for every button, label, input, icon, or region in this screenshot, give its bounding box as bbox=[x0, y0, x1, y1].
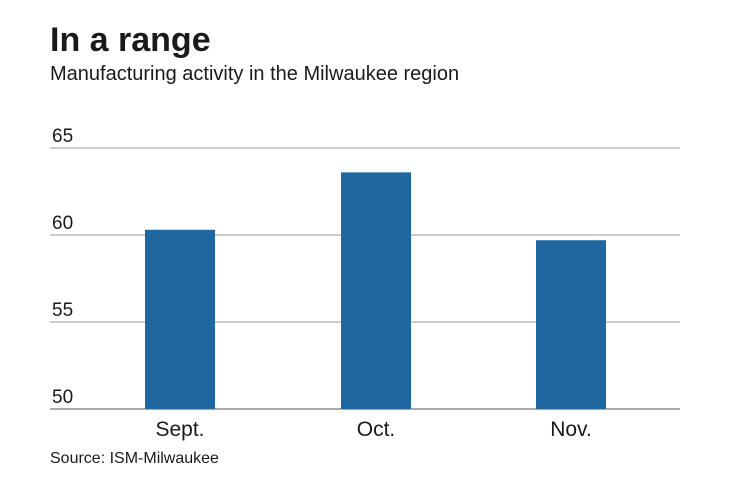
bar-nov bbox=[536, 240, 606, 409]
bar-sept bbox=[145, 229, 215, 409]
x-tick-label: Oct. bbox=[357, 418, 396, 441]
y-tick-label: 65 bbox=[52, 126, 73, 147]
bar-oct bbox=[341, 172, 411, 409]
chart-subtitle: Manufacturing activity in the Milwaukee … bbox=[50, 63, 460, 85]
x-tick-label: Nov. bbox=[550, 418, 592, 441]
x-tick-label: Sept. bbox=[155, 418, 204, 441]
y-tick-label: 50 bbox=[52, 387, 73, 408]
y-tick-label: 60 bbox=[52, 213, 73, 234]
y-tick-label: 55 bbox=[52, 300, 73, 321]
chart-title: In a range bbox=[50, 21, 211, 59]
source-note: Source: ISM-Milwaukee bbox=[50, 450, 219, 467]
